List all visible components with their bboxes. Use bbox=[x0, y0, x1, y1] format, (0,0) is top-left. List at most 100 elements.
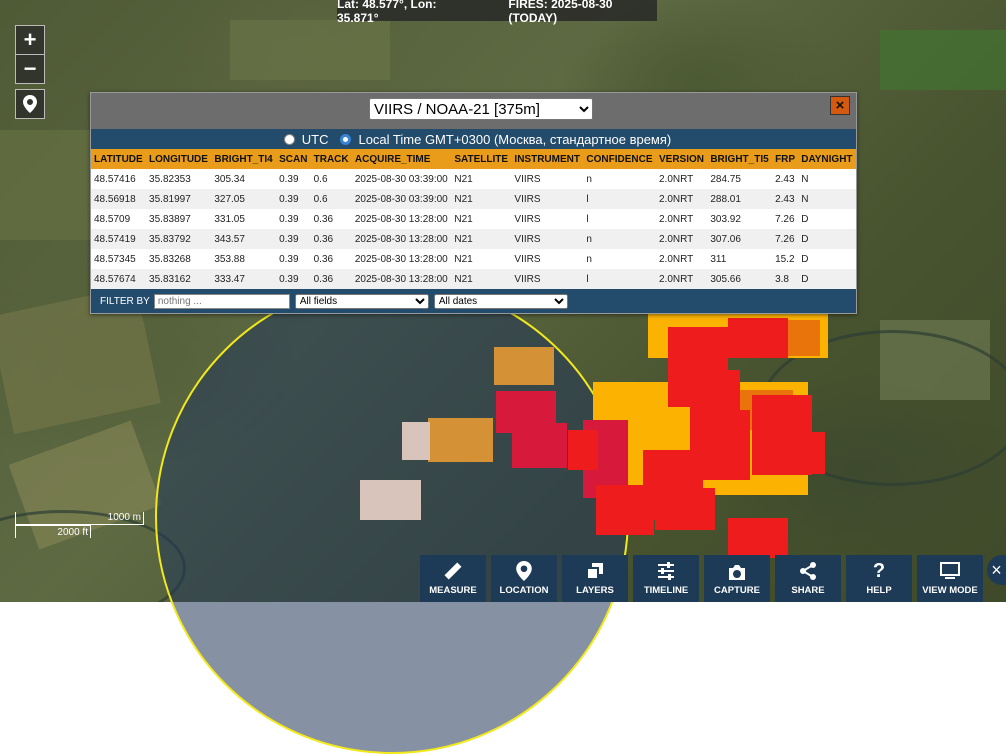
table-row[interactable]: 48.5709 35.83897 331.05 0.39 0.36 2025-08-30 … bbox=[91, 209, 856, 229]
table-cell: 7.26 bbox=[772, 229, 799, 249]
column-header[interactable]: BRIGHT_TI5 bbox=[707, 149, 773, 169]
table-cell: 0.39 bbox=[276, 269, 311, 289]
fire-pixel[interactable] bbox=[728, 318, 788, 358]
table-cell: N21 bbox=[451, 229, 512, 249]
column-header[interactable]: SCAN bbox=[276, 149, 311, 169]
table-cell: 2025-08-30 03:39:00 bbox=[354, 173, 448, 185]
view-mode-button[interactable]: VIEW MODE bbox=[917, 555, 983, 602]
table-cell: 2025-08-30 13:28:00 bbox=[351, 229, 452, 249]
column-header[interactable]: TRACK bbox=[310, 149, 352, 169]
column-header[interactable]: LONGITUDE bbox=[146, 149, 212, 169]
table-cell: 331.05 bbox=[214, 213, 245, 225]
table-row[interactable]: 48.57345 35.83268 353.88 0.39 0.36 2025-08-30… bbox=[91, 249, 856, 269]
column-header[interactable]: INSTRUMENT bbox=[511, 149, 584, 169]
toolbar: MEASURE LOCATION LAYERS TIMELINE CAPTURE… bbox=[420, 555, 983, 602]
fire-pixel[interactable] bbox=[728, 518, 788, 558]
date-select[interactable]: All dates bbox=[433, 293, 568, 309]
table-cell: 0.39 bbox=[279, 173, 299, 185]
field-select[interactable]: All fields bbox=[294, 293, 429, 309]
measure-button[interactable]: MEASURE bbox=[420, 555, 486, 602]
column-header[interactable]: DAYNIGHT bbox=[798, 149, 856, 169]
column-header[interactable]: ACQUIRE_TIME bbox=[351, 149, 452, 169]
table-cell: 2025-08-30 03:39:00 bbox=[351, 189, 452, 209]
table-cell: 0.39 bbox=[276, 189, 311, 209]
table-cell: VIIRS bbox=[511, 189, 584, 209]
table-cell: 343.57 bbox=[211, 229, 277, 249]
table-cell: 48.57345 bbox=[94, 253, 136, 265]
table-cell: l bbox=[583, 269, 656, 289]
monitor-icon bbox=[940, 562, 960, 579]
column-header[interactable]: BRIGHT_TI4 bbox=[211, 149, 277, 169]
column-header[interactable]: SATELLITE bbox=[451, 149, 512, 169]
locate-button[interactable] bbox=[15, 89, 45, 119]
sliders-icon bbox=[658, 562, 674, 580]
table-cell: 3.8 bbox=[772, 269, 799, 289]
table-cell: 2.0NRT bbox=[659, 213, 694, 225]
fire-pixel[interactable] bbox=[788, 320, 820, 356]
table-cell: 0.39 bbox=[276, 229, 311, 249]
column-header[interactable]: VERSION bbox=[656, 149, 708, 169]
cursor-info-bar: Lat: 48.577°, Lon: 35.871° FIRES: 2025-0… bbox=[337, 0, 657, 25]
share-label: SHARE bbox=[791, 585, 825, 596]
table-cell: 0.36 bbox=[310, 269, 352, 289]
table-cell: 35.83162 bbox=[146, 269, 212, 289]
table-row[interactable]: 48.57419 35.83792 343.57 0.39 0.36 2025-08-30… bbox=[91, 229, 856, 249]
table-cell: 2025-08-30 13:28:00 bbox=[354, 253, 448, 265]
table-row[interactable]: 48.57674 35.83162 333.47 0.39 0.36 2025-08-30… bbox=[91, 269, 856, 289]
utc-radio[interactable] bbox=[283, 133, 295, 145]
filter-input[interactable] bbox=[153, 293, 290, 309]
table-cell: 0.36 bbox=[310, 229, 352, 249]
timeline-button[interactable]: TIMELINE bbox=[633, 555, 699, 602]
close-panel-button[interactable]: × bbox=[830, 96, 850, 115]
table-cell: 2.0NRT bbox=[656, 189, 708, 209]
table-cell: 327.05 bbox=[211, 189, 277, 209]
satellite-select[interactable]: VIIRS / NOAA-21 [375m] bbox=[369, 98, 593, 120]
share-button[interactable]: SHARE bbox=[775, 555, 841, 602]
table-cell: 2.43 bbox=[772, 189, 799, 209]
table-cell: 2.0NRT bbox=[659, 173, 694, 185]
table-cell: 35.83897 bbox=[149, 213, 191, 225]
fire-pixel[interactable] bbox=[494, 347, 554, 385]
column-header[interactable]: CONFIDENCE bbox=[583, 149, 656, 169]
local-time-radio[interactable] bbox=[340, 133, 352, 145]
fire-pixel[interactable] bbox=[360, 480, 421, 520]
help-button[interactable]: ? HELP bbox=[846, 555, 912, 602]
fire-pixel[interactable] bbox=[596, 485, 654, 535]
table-cell: VIIRS bbox=[514, 213, 541, 225]
table-cell: 15.2 bbox=[775, 253, 795, 265]
measure-label: MEASURE bbox=[429, 585, 477, 596]
layers-button[interactable]: LAYERS bbox=[562, 555, 628, 602]
table-row[interactable]: 48.56918 35.81997 327.05 0.39 0.6 2025-08-30 … bbox=[91, 189, 856, 209]
fire-pixel[interactable] bbox=[512, 423, 567, 468]
table-cell: 2025-08-30 13:28:00 bbox=[351, 269, 452, 289]
timezone-toggle: UTC Local Time GMT+0300 (Москва, стандар… bbox=[91, 129, 856, 149]
table-cell: 303.92 bbox=[710, 213, 741, 225]
fire-pixel[interactable] bbox=[700, 410, 750, 480]
capture-button[interactable]: CAPTURE bbox=[704, 555, 770, 602]
table-cell: VIIRS bbox=[514, 253, 541, 265]
table-cell: 0.6 bbox=[313, 173, 328, 185]
table-cell: 35.83792 bbox=[146, 229, 212, 249]
table-cell: 2.0NRT bbox=[659, 253, 694, 265]
column-header[interactable]: LATITUDE bbox=[91, 149, 147, 169]
map-field bbox=[230, 20, 390, 80]
fire-detections-layer[interactable] bbox=[0, 0, 1006, 602]
location-label: LOCATION bbox=[499, 585, 549, 596]
fire-pixel[interactable] bbox=[655, 488, 715, 530]
fire-pixel[interactable] bbox=[402, 422, 430, 460]
table-cell: 35.83268 bbox=[149, 253, 191, 265]
layers-icon bbox=[586, 563, 603, 580]
fire-pixel[interactable] bbox=[765, 432, 825, 474]
fire-pixel[interactable] bbox=[428, 418, 493, 462]
fire-pixel[interactable] bbox=[568, 430, 598, 470]
column-header[interactable]: FRP bbox=[772, 149, 799, 169]
location-button[interactable]: LOCATION bbox=[491, 555, 557, 602]
zoom-out-button[interactable]: − bbox=[15, 54, 45, 84]
zoom-in-button[interactable]: + bbox=[15, 25, 45, 55]
filter-bar: FILTER BY All fields All dates bbox=[91, 289, 856, 313]
table-row[interactable]: 48.57416 35.82353 305.34 0.39 0.6 2025-08-30 … bbox=[91, 169, 856, 189]
table-cell: 333.47 bbox=[211, 269, 277, 289]
table-cell: 2025-08-30 13:28:00 bbox=[354, 213, 448, 225]
collapse-toolbar-button[interactable]: × bbox=[987, 555, 1006, 585]
share-icon bbox=[800, 562, 816, 580]
